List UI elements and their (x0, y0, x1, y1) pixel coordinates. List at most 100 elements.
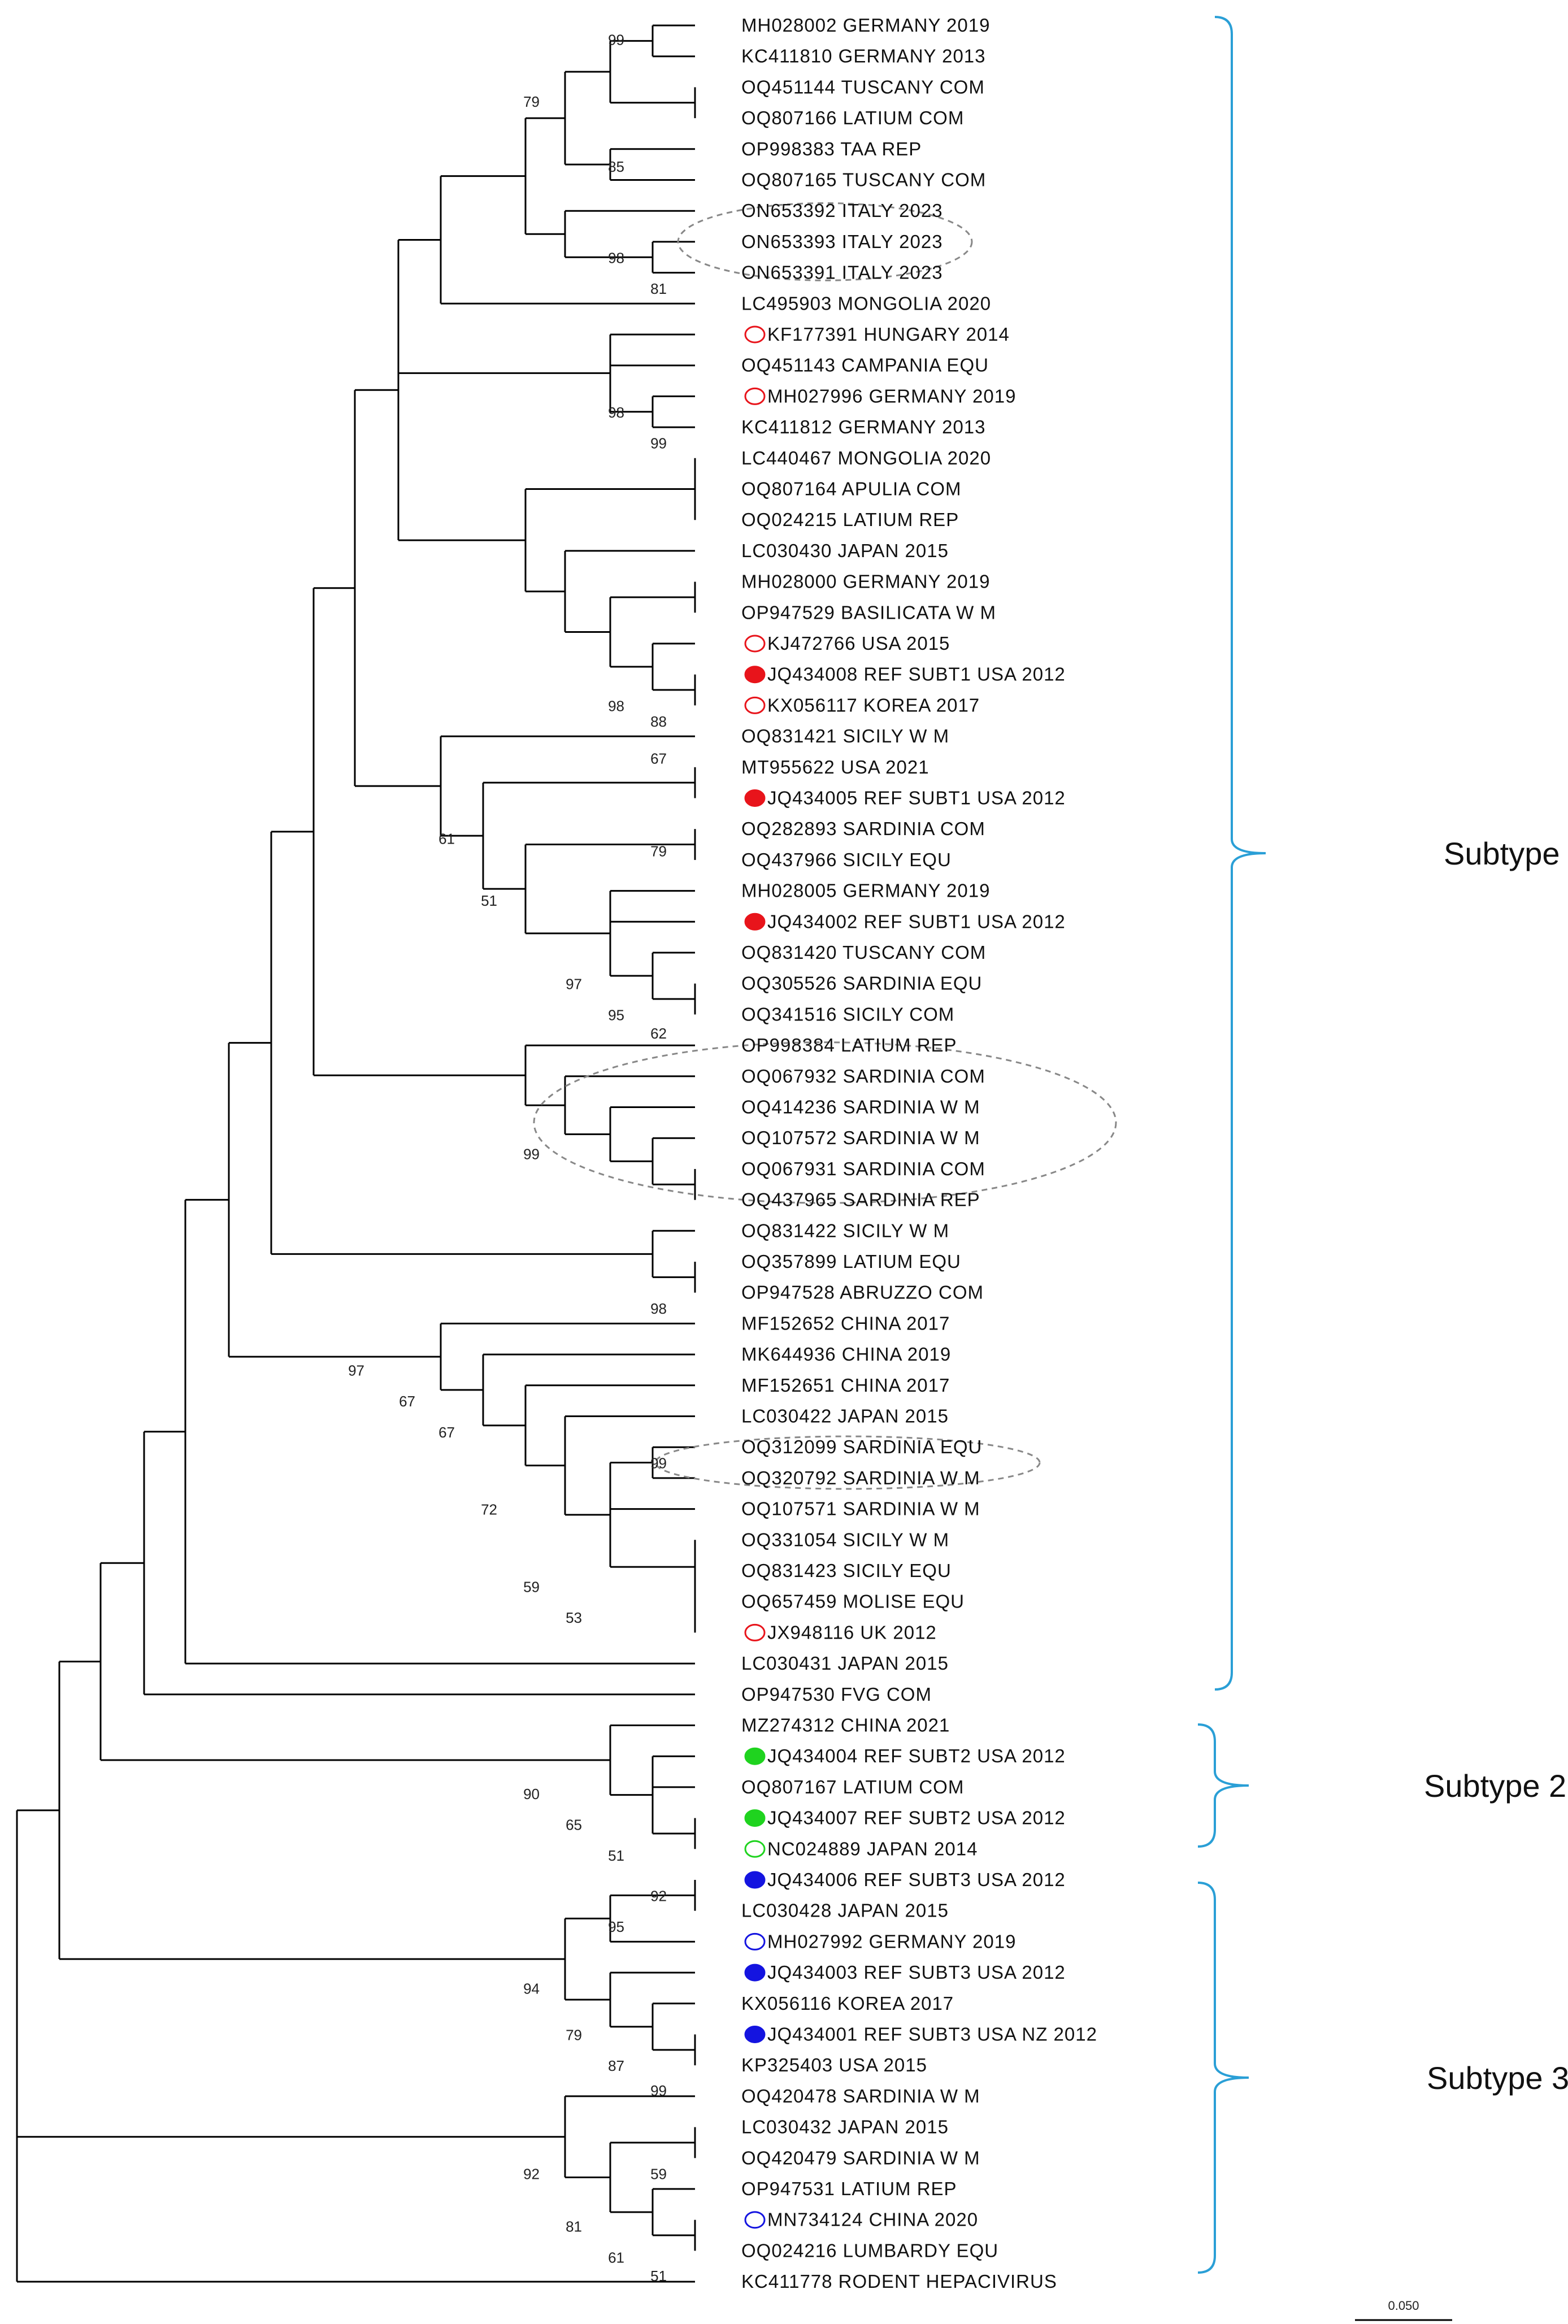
tip-label: OQ437966 SICILY EQU (741, 849, 952, 870)
sample-marker-icon (744, 1623, 766, 1641)
tip-label: LC030432 JAPAN 2015 (741, 2117, 949, 2138)
tip-label: KX056116 KOREA 2017 (741, 1993, 954, 2014)
tip-label: LC030430 JAPAN 2015 (741, 540, 949, 561)
reference-marker-icon (744, 789, 766, 807)
reference-marker-icon (744, 666, 766, 684)
bootstrap-value: 65 (566, 1817, 582, 1834)
tip-label: MK644936 CHINA 2019 (741, 1344, 951, 1365)
tip-label: OQ067931 SARDINIA COM (741, 1158, 985, 1179)
scale-bar-label: 0.050 (1388, 2299, 1419, 2313)
tip-label: LC030428 JAPAN 2015 (741, 1900, 949, 1921)
tip-label: JQ434001 REF SUBT3 USA NZ 2012 (767, 2024, 1097, 2045)
tip-label: MH027992 GERMANY 2019 (767, 1931, 1016, 1952)
reference-marker-icon (744, 2026, 766, 2043)
bootstrap-value: 51 (650, 2267, 667, 2284)
bootstrap-value: 72 (481, 1501, 497, 1518)
scale-bar: 0.050 (1355, 2299, 1452, 2321)
subtype-label: Subtype 2 (1424, 1768, 1566, 1804)
bootstrap-value: 92 (650, 1887, 667, 1904)
sample-marker-icon (744, 696, 766, 714)
tip-label: JQ434007 REF SUBT2 USA 2012 (767, 1808, 1066, 1828)
bootstrap-value: 95 (608, 1006, 624, 1023)
bootstrap-value: 51 (608, 1847, 624, 1864)
tip-label: ON653391 ITALY 2023 (741, 262, 943, 283)
bootstrap-value: 98 (608, 404, 624, 421)
bootstrap-value: 97 (348, 1362, 364, 1379)
bootstrap-value: 53 (566, 1609, 582, 1626)
tip-label: MZ274312 CHINA 2021 (741, 1715, 950, 1736)
tip-label: MF152652 CHINA 2017 (741, 1313, 950, 1333)
tip-label: OP947528 ABRUZZO COM (741, 1282, 984, 1303)
tip-label: MT955622 USA 2021 (741, 757, 929, 777)
tip-label: OP998383 TAA REP (741, 138, 922, 159)
tip-label: JQ434004 REF SUBT2 USA 2012 (767, 1745, 1066, 1766)
tip-label: MN734124 CHINA 2020 (767, 2209, 978, 2230)
tip-label: ON653392 ITALY 2023 (741, 200, 943, 221)
tip-label: ON653393 ITALY 2023 (741, 231, 943, 252)
sample-marker-icon (744, 2211, 766, 2229)
tip-label: OQ451144 TUSCANY COM (741, 76, 985, 97)
bootstrap-value: 92 (523, 2166, 540, 2183)
bootstrap-labels: 99 79 85 98 81 98 99 98 88 67 61 79 51 97 95 62 99 98 97 67… (348, 32, 667, 2285)
tip-label: OP998384 LATIUM REP (741, 1035, 957, 1055)
bootstrap-value: 99 (650, 1455, 667, 1472)
tip-label: OQ341516 SICILY COM (741, 1004, 954, 1024)
tip-label: OQ831422 SICILY W M (741, 1220, 949, 1241)
bootstrap-value: 79 (566, 2027, 582, 2044)
bootstrap-value: 98 (608, 249, 624, 266)
tip-label: OQ831423 SICILY EQU (741, 1560, 952, 1581)
tip-label: LC030431 JAPAN 2015 (741, 1653, 949, 1674)
tip-label: KC411810 GERMANY 2013 (741, 46, 986, 67)
bootstrap-value: 94 (523, 1980, 540, 1997)
bootstrap-value: 98 (650, 1300, 667, 1317)
bootstrap-value: 99 (523, 1146, 540, 1163)
tip-label: JQ434002 REF SUBT1 USA 2012 (767, 911, 1066, 932)
bootstrap-value: 51 (481, 892, 497, 909)
tip-label: OQ107571 SARDINIA W M (741, 1498, 980, 1519)
tip-label: OQ331054 SICILY W M (741, 1529, 949, 1550)
subtype-bracket (1197, 1723, 1249, 1848)
bootstrap-value: 59 (523, 1578, 540, 1595)
bootstrap-value: 88 (650, 713, 667, 730)
reference-marker-icon (744, 1747, 766, 1765)
tip-label: KX056117 KOREA 2017 (767, 694, 980, 715)
subtype-brackets: Subtype 1 Subtype 2 Subtype 3 (1197, 16, 1568, 2274)
tip-label: OQ807167 LATIUM COM (741, 1776, 964, 1797)
highlight-ellipse (533, 1041, 1117, 1204)
tip-label: JQ434003 REF SUBT3 USA 2012 (767, 1962, 1066, 1983)
tip-label: OQ420479 SARDINIA W M (741, 2147, 980, 2168)
bootstrap-value: 85 (608, 158, 624, 175)
reference-marker-icon (744, 1809, 766, 1827)
tip-label: MF152651 CHINA 2017 (741, 1375, 950, 1396)
tip-label: OQ831420 TUSCANY COM (741, 942, 986, 963)
subtype-bracket (1214, 16, 1266, 1691)
tip-label: LC495903 MONGOLIA 2020 (741, 293, 991, 314)
highlight-ellipse (654, 1435, 1041, 1490)
tip-label: OQ807166 LATIUM COM (741, 107, 964, 128)
bootstrap-value: 97 (566, 976, 582, 993)
bootstrap-value: 99 (608, 32, 624, 49)
reference-marker-icon (744, 1871, 766, 1889)
bootstrap-value: 62 (650, 1025, 667, 1042)
tip-label: OQ312099 SARDINIA EQU (741, 1436, 982, 1457)
subtype-label: Subtype 1 (1444, 836, 1568, 871)
reference-marker-icon (744, 913, 766, 931)
tip-label: JQ434008 REF SUBT1 USA 2012 (767, 664, 1066, 685)
branches (16, 24, 696, 2283)
tip-label: OQ831421 SICILY W M (741, 726, 949, 746)
sample-marker-icon (744, 1932, 766, 1951)
tip-label: OQ414236 SARDINIA W M (741, 1097, 980, 1118)
tip-label: OQ320792 SARDINIA W M (741, 1467, 980, 1488)
tip-label: OQ305526 SARDINIA EQU (741, 973, 982, 994)
bootstrap-value: 99 (650, 435, 667, 451)
sample-marker-icon (744, 387, 766, 405)
tip-label: MH028000 GERMANY 2019 (741, 571, 990, 592)
tip-label: KP325403 USA 2015 (741, 2054, 927, 2075)
tip-label: KC411812 GERMANY 2013 (741, 416, 986, 437)
tip-label: OQ282893 SARDINIA COM (741, 818, 985, 839)
sample-marker-icon (744, 325, 766, 344)
tip-label: OQ451143 CAMPANIA EQU (741, 355, 989, 376)
tip-label: LC440467 MONGOLIA 2020 (741, 448, 991, 468)
highlight-ellipse (677, 202, 973, 281)
